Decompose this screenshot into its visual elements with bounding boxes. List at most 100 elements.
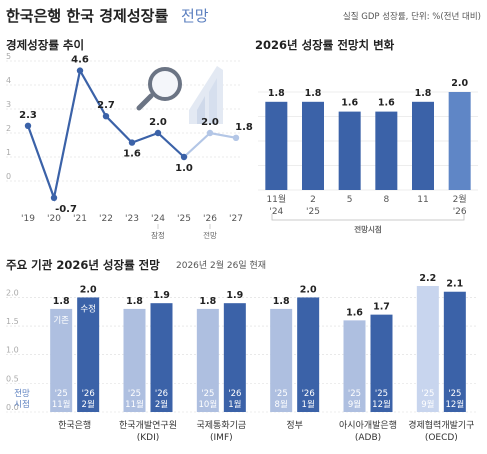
data-point: [232, 134, 240, 141]
forecast-revision-panel: 2026년 성장률 전망치 변화 1.8 11월 '24 1.8 2 '25 1.6 5 1.6…: [255, 38, 478, 234]
x-tick-label: '26: [203, 214, 217, 224]
bar-previous: [123, 308, 146, 412]
bar-value-label: 1.8: [126, 296, 143, 307]
bar-previous: [50, 308, 73, 412]
data-label: 1.6: [123, 149, 141, 160]
category-label: 경제협력개발기구: [408, 419, 474, 431]
timing-row-label: 시점: [14, 399, 30, 410]
bar-value-label: 1.9: [226, 290, 243, 301]
category-label: (IMF): [210, 433, 233, 443]
data-label: 1.0: [175, 163, 193, 174]
x-group-bracket: [271, 214, 465, 221]
timing-row-label: 전망: [14, 388, 30, 399]
bar-value-label: 1.6: [341, 98, 358, 109]
bar-timing-label: 1월: [302, 399, 315, 410]
bar-revised: [443, 291, 466, 412]
unit-note: 실질 GDP 성장률, 단위: %(전년 대비): [343, 11, 481, 22]
bar-timing-label: 11월: [125, 399, 144, 410]
bar-timing-label: 2월: [82, 399, 95, 410]
y-tick-label: 1.0: [6, 346, 19, 355]
x-tick-label: '24: [269, 207, 283, 217]
bar-timing-label: 12월: [446, 399, 465, 410]
bar-value-label: 2.0: [300, 284, 317, 295]
bar-timing-label: '25: [421, 389, 434, 399]
bar-previous: [270, 308, 293, 412]
institutions-panel: 주요 기관 2026년 성장률 전망 2026년 2월 26일 현재 0.0 0.…: [6, 258, 478, 443]
bar-value-label: 1.6: [346, 307, 363, 318]
bar-value-label: 1.6: [378, 98, 395, 109]
bar: [412, 101, 434, 190]
bar-timing-label: '26: [155, 389, 168, 399]
bar-timing-label: '25: [448, 389, 461, 399]
institutions-title: 주요 기관 2026년 성장률 전망: [6, 258, 160, 272]
bar-timing-label: 2월: [155, 399, 168, 410]
bar-value-label: 1.7: [373, 302, 390, 313]
bar-value-label: 1.8: [273, 296, 290, 307]
x-tick-label: '25: [306, 207, 320, 217]
x-tick-tag: 잠정: [151, 230, 165, 240]
bar-timing-label: 11월: [52, 399, 71, 410]
category-label: (KDI): [137, 433, 160, 443]
x-tick-label: '20: [47, 214, 61, 224]
category-label: (OECD): [425, 433, 458, 443]
growth-trend-title: 경제성장률 추이: [6, 38, 84, 52]
bar-value-label: 1.8: [53, 296, 70, 307]
data-point: [206, 129, 214, 137]
bar-revised: [297, 297, 320, 412]
x-tick-label: 2: [310, 195, 316, 205]
x-tick-label: '26: [453, 207, 467, 217]
x-tick-label: 2월: [453, 193, 467, 205]
bar: [448, 92, 471, 190]
bar-value-label: 2.0: [451, 78, 468, 89]
y-tick-label: 1: [6, 148, 11, 157]
series-line-forecast: [183, 131, 237, 158]
bar: [302, 101, 324, 190]
bar-value-label: 2.1: [446, 279, 463, 290]
data-label: 2.3: [19, 110, 37, 121]
bar-value-label: 1.9: [153, 290, 170, 301]
bar-previous: [343, 320, 366, 412]
x-tick-label: '25: [177, 214, 191, 224]
figure-title-suffix: 전망: [181, 7, 209, 25]
bar: [338, 111, 361, 190]
bar-timing-label: '25: [348, 389, 361, 399]
y-tick-label: 0.0: [6, 403, 19, 412]
data-label: 4.6: [71, 55, 89, 66]
x-tick-label: '22: [99, 214, 113, 224]
bar-previous: [196, 308, 219, 412]
bar-revised: [223, 303, 246, 412]
bar-timing-label: '26: [302, 389, 315, 399]
bar-timing-label: '25: [375, 389, 388, 399]
x-group-label: 전망시점: [354, 224, 382, 234]
data-point: [102, 113, 110, 120]
x-tick-label: '23: [125, 214, 139, 224]
bar-value-label: 2.2: [419, 273, 436, 284]
x-tick-label: '21: [73, 214, 87, 224]
figure-title: 한국은행 한국 경제성장률: [6, 7, 168, 25]
x-tick-label: 5: [347, 195, 353, 205]
institutions-plot: 0.00.51.01.52.01.82.0'2511월'262월기존수정한국은행…: [6, 273, 478, 443]
category-label: 정부: [286, 420, 303, 431]
forecast-revision-title: 2026년 성장률 전망치 변화: [255, 38, 395, 52]
bar-timing-label: '25: [55, 389, 68, 399]
data-label: 1.8: [235, 122, 253, 133]
y-tick-label: 2.0: [6, 288, 19, 297]
bar-value-label: 1.8: [305, 88, 322, 99]
bar-revised: [77, 297, 100, 412]
bar-revised: [370, 314, 393, 412]
bar-timing-label: 9월: [421, 399, 434, 410]
x-tick-label: '27: [229, 214, 243, 224]
y-tick-label: 0: [6, 172, 11, 181]
bar-timing-label: 10월: [199, 399, 218, 410]
forecast-revision-plot: 1.8 11월 '24 1.8 2 '25 1.6 5 1.6 8 1.8 11 2.0 2월 '26 전망시…: [258, 78, 478, 234]
data-label: 2.0: [149, 117, 167, 128]
y-tick-label: 0.5: [6, 374, 19, 383]
y-tick-label: 3: [6, 100, 11, 109]
magnifier-icon: [136, 66, 223, 124]
bar-value-label: 1.8: [268, 88, 285, 99]
y-tick-label: 5: [6, 52, 11, 61]
bar-timing-label: 1월: [228, 399, 241, 410]
bar-chart-icon: [189, 66, 223, 124]
bar-revised: [150, 303, 173, 412]
